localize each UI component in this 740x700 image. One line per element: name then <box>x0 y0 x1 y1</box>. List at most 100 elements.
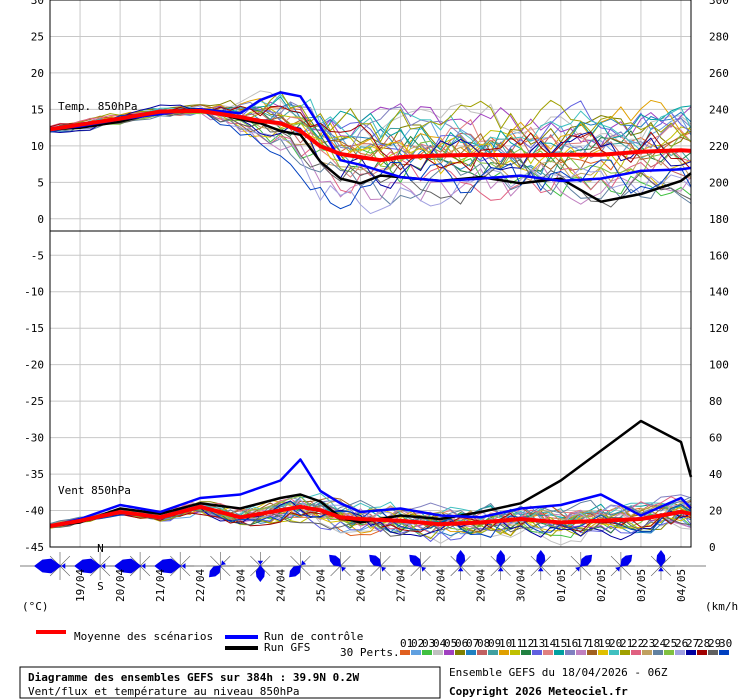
right-tick-label: 180 <box>709 213 729 226</box>
compass-n-label: N <box>97 542 104 555</box>
member-id-label: 02 <box>411 637 424 650</box>
wind-rose-icon <box>566 551 595 581</box>
member-color-swatch <box>719 650 729 655</box>
member-id-label: 05 <box>444 637 457 650</box>
rose-spoke <box>540 565 551 577</box>
rose-petal <box>369 554 387 572</box>
temp-mean-line <box>49 108 692 163</box>
member-color-swatch <box>488 650 498 655</box>
highlight-series <box>49 91 693 528</box>
wind-control-line <box>49 458 692 528</box>
member-id-label: 16 <box>565 637 578 650</box>
rose-spoke <box>370 565 381 577</box>
wind-panel-label: Vent 850hPa <box>58 484 131 497</box>
left-tick-label: -10 <box>24 286 44 299</box>
legend-gfs-label: Run GFS <box>264 641 310 654</box>
rose-spoke <box>59 565 71 577</box>
member-id-label: 18 <box>587 637 600 650</box>
right-tick-label: 240 <box>709 103 729 116</box>
rose-spoke <box>330 565 341 577</box>
compass-s-label: S <box>97 580 104 593</box>
member-id-label: 20 <box>609 637 622 650</box>
member-color-swatch <box>477 650 487 655</box>
member-color-swatch <box>554 650 564 655</box>
rose-spoke <box>210 555 221 567</box>
rose-spoke <box>99 555 111 567</box>
member-id-label: 03 <box>422 637 435 650</box>
member-color-swatch <box>400 650 410 655</box>
wind-rose-icon <box>406 551 435 581</box>
rose-petal <box>656 550 666 572</box>
member-id-label: 09 <box>488 637 501 650</box>
member-id-label: 07 <box>466 637 479 650</box>
rose-petal <box>34 558 66 574</box>
member-color-swatch <box>587 650 597 655</box>
member-color-swatch <box>411 650 421 655</box>
member-color-swatch <box>576 650 586 655</box>
rose-petal <box>255 560 265 582</box>
member-color-swatch <box>609 650 619 655</box>
wind-rose-icon <box>526 550 555 581</box>
left-tick-label: -15 <box>24 322 44 335</box>
x-tick-label: 21/04 <box>154 569 167 602</box>
rose-spoke <box>179 555 191 567</box>
rose-spoke <box>59 555 71 567</box>
member-temp-line <box>49 100 692 163</box>
wind-mean-line <box>49 504 692 528</box>
rose-spoke <box>580 565 591 577</box>
title-box <box>19 666 441 699</box>
legend-mean-label: Moyenne des scénarios <box>74 630 213 643</box>
member-color-swatch <box>708 650 718 655</box>
member-color-swatch <box>422 650 432 655</box>
x-tick-label: 25/04 <box>314 569 327 602</box>
left-tick-label: 5 <box>37 176 44 189</box>
rose-spoke <box>490 565 501 577</box>
member-legend: 0102030405060708091011121314151617181920… <box>400 637 732 655</box>
member-color-swatch <box>532 650 542 655</box>
right-tick-label: 260 <box>709 67 729 80</box>
wind-rose-icon <box>366 551 395 581</box>
member-color-swatch <box>620 650 630 655</box>
plot-frame <box>49 0 692 548</box>
left-tick-label: -5 <box>31 249 44 262</box>
rose-petal <box>409 554 427 572</box>
member-color-swatch <box>664 650 674 655</box>
left-tick-label: 25 <box>31 30 44 43</box>
right-tick-label: 120 <box>709 322 729 335</box>
rose-spoke <box>380 555 391 567</box>
rose-spoke <box>139 555 151 567</box>
member-id-label: 17 <box>576 637 589 650</box>
x-tick-label: 02/05 <box>595 569 608 602</box>
wind-roses: NS <box>20 542 706 593</box>
wind-rose-icon <box>446 550 475 581</box>
member-color-swatch <box>521 650 531 655</box>
member-color-swatch <box>444 650 454 655</box>
member-color-swatch <box>499 650 509 655</box>
member-id-label: 23 <box>642 637 655 650</box>
member-color-swatch <box>697 650 707 655</box>
wind-rose-icon <box>206 551 235 581</box>
member-id-label: 19 <box>598 637 611 650</box>
x-tick-label: 04/05 <box>675 569 688 602</box>
copyright: Copyright 2026 Meteociel.fr <box>449 685 628 698</box>
member-id-label: 26 <box>675 637 688 650</box>
left-tick-label: 10 <box>31 140 44 153</box>
x-tick-label: 26/04 <box>354 569 367 602</box>
rose-petal <box>615 554 633 572</box>
legend-members-label: 30 Perts. <box>340 646 400 659</box>
rose-spoke <box>250 555 261 567</box>
member-temp-line <box>49 93 692 152</box>
wind-rose-icon <box>647 550 675 581</box>
member-color-swatch <box>675 650 685 655</box>
member-color-swatch <box>565 650 575 655</box>
x-tick-label: 27/04 <box>395 569 408 602</box>
left-tick-label: -25 <box>24 395 44 408</box>
x-tick-label: 30/04 <box>515 569 528 602</box>
x-axis-ticks: 19/04 20/04 21/04 22/04 23/04 24/04 25/04 26/04… <box>74 569 688 602</box>
temp-panel-label: Temp. 850hPa <box>58 100 137 113</box>
rose-spoke <box>420 555 431 567</box>
member-color-swatch <box>653 650 663 655</box>
right-tick-label: 200 <box>709 176 729 189</box>
member-color-swatch <box>598 650 608 655</box>
rose-spoke <box>139 565 151 577</box>
